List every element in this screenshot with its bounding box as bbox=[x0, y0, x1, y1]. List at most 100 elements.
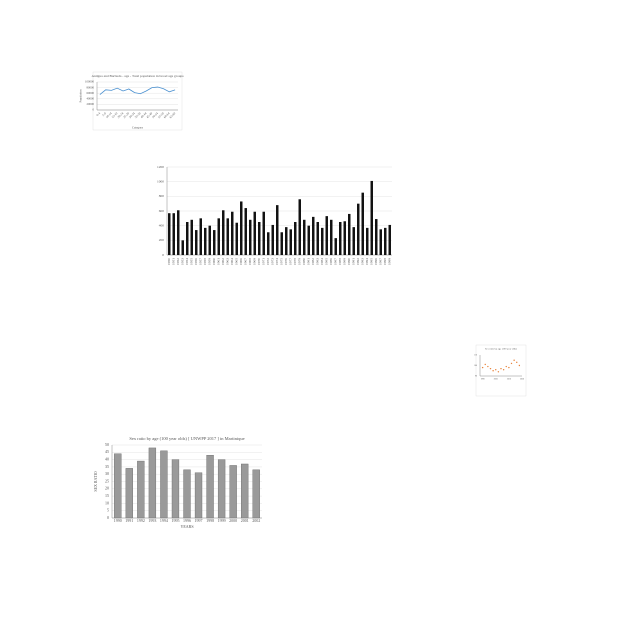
line-series bbox=[99, 86, 176, 95]
bar bbox=[262, 211, 265, 255]
bar bbox=[370, 180, 373, 255]
x-tick-label: 1988 bbox=[338, 258, 342, 265]
x-tick-label: 1992 bbox=[137, 518, 145, 523]
x-tick-label: 5-9 bbox=[101, 111, 107, 117]
y-tick-label: 110 bbox=[474, 354, 477, 356]
x-tick-label: 1970 bbox=[257, 258, 261, 265]
x-tick-label: 1990 bbox=[481, 378, 485, 380]
point bbox=[513, 359, 515, 361]
x-tick-label: 60-64 bbox=[163, 111, 171, 119]
x-tick-label: 20-24 bbox=[116, 111, 124, 119]
x-tick-label: 1957 bbox=[199, 258, 203, 265]
bar bbox=[217, 218, 220, 255]
x-tick-label: 50-54 bbox=[151, 111, 159, 119]
bar bbox=[267, 232, 270, 255]
x-axis-label: Category bbox=[132, 126, 143, 130]
bar bbox=[352, 227, 355, 255]
x-tick-label: 1999 bbox=[218, 518, 226, 523]
bar bbox=[181, 240, 184, 255]
y-tick-label: 45 bbox=[105, 449, 109, 454]
bar bbox=[348, 213, 351, 255]
x-tick-label: 1995 bbox=[370, 258, 374, 265]
x-tick-label: 2002 bbox=[252, 518, 260, 523]
x-tick-label: 1989 bbox=[343, 258, 347, 265]
bar bbox=[316, 222, 319, 255]
bar bbox=[241, 463, 249, 519]
y-tick-label: 5 bbox=[107, 508, 109, 513]
x-tick-label: 1996 bbox=[374, 258, 378, 265]
x-tick-label: 1998 bbox=[206, 518, 214, 523]
y-tick-label: 30 bbox=[105, 471, 109, 476]
x-tick-label: 1992 bbox=[356, 258, 360, 265]
point bbox=[481, 366, 484, 369]
bar bbox=[330, 219, 333, 255]
y-tick-label: 20000 bbox=[87, 102, 95, 106]
x-tick-label: 1985 bbox=[325, 258, 329, 265]
bar bbox=[208, 225, 211, 255]
y-tick-label: 40 bbox=[105, 457, 109, 462]
x-tick-label: 1960 bbox=[212, 258, 216, 265]
x-tick-label: 1950 bbox=[167, 258, 171, 265]
x-tick-label: 1956 bbox=[194, 258, 198, 265]
x-tick-label: 1995 bbox=[171, 518, 179, 523]
x-tick-label: 15-19 bbox=[111, 111, 119, 119]
x-tick-label: 25-29 bbox=[122, 111, 130, 119]
bar bbox=[253, 211, 256, 255]
x-tick-label: 55-59 bbox=[157, 111, 165, 119]
x-tick-label: 1984 bbox=[320, 258, 324, 265]
plot-frame bbox=[92, 71, 183, 131]
bar bbox=[183, 469, 191, 519]
x-tick-label: 1990 bbox=[347, 258, 351, 265]
point bbox=[487, 365, 489, 368]
y-tick-label: 35 bbox=[105, 464, 109, 469]
point bbox=[518, 364, 521, 367]
bar bbox=[258, 222, 261, 255]
x-tick-label: 1987 bbox=[334, 258, 338, 265]
y-tick-label: 0 bbox=[93, 108, 95, 112]
x-tick-label: 1961 bbox=[217, 258, 221, 265]
y-tick-label: 60000 bbox=[87, 91, 95, 95]
bar bbox=[280, 232, 283, 255]
bar bbox=[388, 224, 391, 255]
bar bbox=[298, 199, 301, 255]
x-tick-label: 1965 bbox=[235, 258, 239, 265]
point bbox=[492, 370, 494, 372]
point bbox=[484, 363, 486, 366]
x-tick-label: 1976 bbox=[284, 258, 288, 265]
x-tick-label: 1973 bbox=[271, 258, 275, 265]
y-tick-label: 1000 bbox=[157, 179, 164, 183]
point bbox=[489, 367, 492, 370]
y-tick-label: 400 bbox=[159, 223, 165, 227]
bar bbox=[343, 221, 346, 255]
bar bbox=[148, 447, 157, 519]
x-tick-label: 1986 bbox=[329, 258, 333, 265]
x-tick-label: 1951 bbox=[172, 258, 176, 265]
bar bbox=[375, 219, 378, 255]
bar bbox=[206, 455, 214, 519]
bar bbox=[271, 224, 274, 255]
x-tick-label: 1966 bbox=[239, 258, 243, 265]
y-tick-label: 0 bbox=[162, 253, 164, 257]
bar bbox=[204, 227, 207, 255]
bar bbox=[334, 238, 337, 255]
y-tick-label: 10 bbox=[105, 500, 109, 505]
bar bbox=[160, 450, 168, 519]
x-tick-label: 1982 bbox=[311, 258, 315, 265]
bar bbox=[190, 219, 193, 255]
bar bbox=[312, 216, 315, 255]
x-tick-label: 1990 bbox=[114, 518, 122, 523]
x-tick-label: 1981 bbox=[307, 258, 311, 265]
x-tick-label: 1993 bbox=[361, 258, 365, 265]
plot-frame bbox=[475, 344, 527, 397]
x-tick-label: 1983 bbox=[316, 258, 320, 265]
x-tick-label: 1952 bbox=[176, 258, 180, 265]
x-tick-label: 1967 bbox=[244, 258, 248, 265]
chart-title: Sex ratio by age (100 year olds) [ UNWPP… bbox=[129, 436, 244, 441]
bar bbox=[307, 225, 310, 255]
bar bbox=[171, 459, 180, 519]
point bbox=[497, 371, 500, 373]
point bbox=[500, 367, 502, 370]
x-tick-label: 0-4 bbox=[95, 111, 101, 117]
x-tick-label: 1975 bbox=[280, 258, 284, 265]
